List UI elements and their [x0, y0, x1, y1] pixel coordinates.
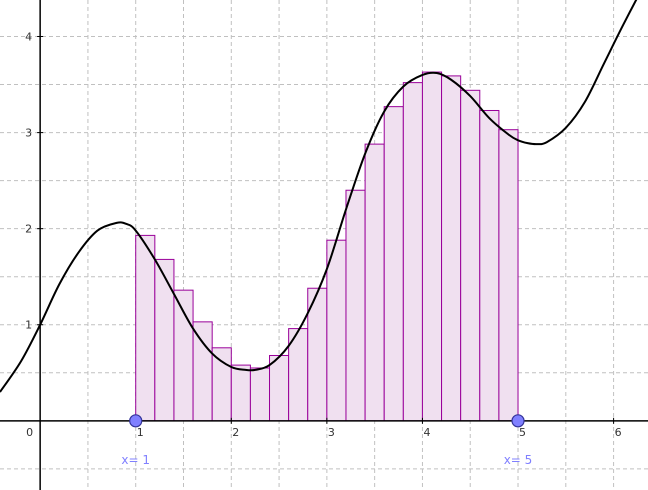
x-start-label: x= 1 — [121, 453, 150, 467]
riemann-rectangle — [326, 239, 347, 422]
riemann-rectangle — [211, 347, 232, 422]
y-tick-label: 4 — [25, 31, 32, 44]
x-tick-label: 2 — [232, 426, 239, 439]
riemann-rectangle — [364, 143, 385, 422]
function-curve-group — [0, 0, 638, 393]
tick-labels: 0 1 2 3 4 5 6 1 2 3 4 — [25, 31, 621, 439]
riemann-rectangle — [383, 106, 404, 422]
x-tick-label: 1 — [137, 426, 144, 439]
x-tick-label: 4 — [423, 426, 430, 439]
riemann-rectangle — [498, 129, 519, 422]
x-end-point[interactable] — [511, 414, 525, 428]
riemann-rectangle — [441, 75, 462, 422]
riemann-rectangle — [135, 234, 156, 422]
riemann-rectangles — [135, 71, 519, 422]
riemann-rectangle — [230, 364, 251, 422]
riemann-rectangle — [402, 82, 423, 422]
x-tick-label: 0 — [26, 426, 33, 439]
function-curve — [0, 0, 638, 393]
riemann-rectangle — [421, 71, 443, 422]
riemann-rectangle — [192, 321, 213, 422]
x-tick-label: 5 — [519, 426, 526, 439]
y-tick-label: 1 — [25, 319, 32, 332]
y-tick-label: 2 — [25, 223, 32, 236]
x-start-point[interactable] — [129, 414, 143, 428]
y-tick-label: 3 — [25, 127, 32, 140]
riemann-rectangle — [154, 258, 175, 422]
riemann-rectangle — [460, 89, 481, 422]
x-tick-label: 6 — [615, 426, 622, 439]
x-end-label: x= 5 — [504, 453, 533, 467]
riemann-rectangle — [249, 367, 271, 422]
riemann-rectangle — [269, 354, 290, 422]
riemann-rectangle — [479, 109, 500, 422]
x-tick-label: 3 — [328, 426, 335, 439]
interval-points: x= 1 x= 5 — [121, 414, 533, 467]
riemann-rectangle — [345, 189, 366, 422]
